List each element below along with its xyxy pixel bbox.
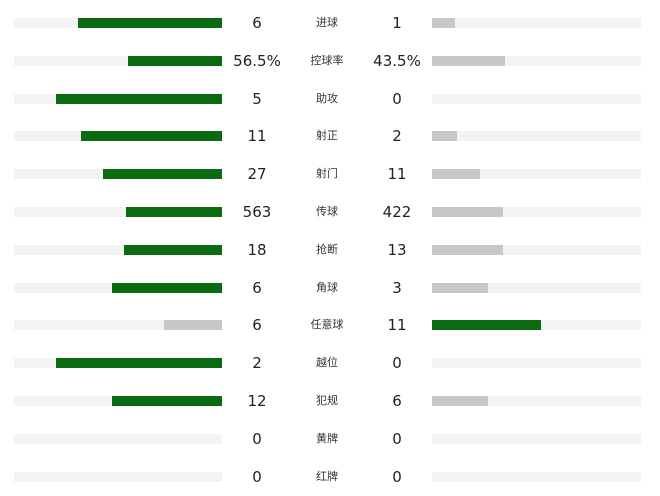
stat-row: 56.5% 控球率 43.5% xyxy=(0,51,660,71)
stat-row: 12 犯规 6 xyxy=(0,391,660,411)
stat-row: 5 助攻 0 xyxy=(0,89,660,109)
home-bar-track xyxy=(14,320,222,330)
away-bar-track xyxy=(432,207,641,217)
home-bar xyxy=(112,396,222,406)
away-value: 13 xyxy=(387,241,407,259)
away-value: 2 xyxy=(392,127,402,145)
home-value: 6 xyxy=(252,279,262,297)
away-bar xyxy=(432,320,541,330)
stat-row: 2 越位 0 xyxy=(0,353,660,373)
home-bar xyxy=(124,245,222,255)
home-bar xyxy=(103,169,222,179)
away-bar-track xyxy=(432,131,641,141)
stat-label: 越位 xyxy=(316,356,338,369)
stat-row: 563 传球 422 xyxy=(0,202,660,222)
away-value: 11 xyxy=(387,316,407,334)
away-value: 3 xyxy=(392,279,402,297)
home-value: 18 xyxy=(247,241,267,259)
home-bar-track xyxy=(14,94,222,104)
home-bar-track xyxy=(14,207,222,217)
home-bar xyxy=(164,320,222,330)
home-bar-track xyxy=(14,396,222,406)
home-value: 0 xyxy=(252,468,262,486)
stat-label: 红牌 xyxy=(316,470,338,483)
home-bar-track xyxy=(14,131,222,141)
home-value: 56.5% xyxy=(233,52,281,70)
stat-label: 射门 xyxy=(316,167,338,180)
away-value: 11 xyxy=(387,165,407,183)
home-value: 0 xyxy=(252,430,262,448)
away-bar xyxy=(432,396,488,406)
away-bar xyxy=(432,207,503,217)
away-bar xyxy=(432,18,455,28)
home-bar xyxy=(126,207,222,217)
away-bar-track xyxy=(432,94,641,104)
away-bar-track xyxy=(432,320,641,330)
home-bar-track xyxy=(14,18,222,28)
stat-label: 角球 xyxy=(316,281,338,294)
home-value: 2 xyxy=(252,354,262,372)
away-bar-track xyxy=(432,396,641,406)
stat-row: 6 任意球 11 xyxy=(0,315,660,335)
home-bar xyxy=(56,94,222,104)
stat-label: 抢断 xyxy=(316,243,338,256)
home-value: 6 xyxy=(252,316,262,334)
home-bar xyxy=(112,283,222,293)
away-bar xyxy=(432,283,488,293)
stat-label: 助攻 xyxy=(316,92,338,105)
stat-row: 11 射正 2 xyxy=(0,126,660,146)
stat-row: 0 黄牌 0 xyxy=(0,429,660,449)
home-bar-track xyxy=(14,283,222,293)
home-bar-track xyxy=(14,434,222,444)
away-value: 1 xyxy=(392,14,402,32)
home-bar xyxy=(78,18,222,28)
home-bar-track xyxy=(14,472,222,482)
away-bar-track xyxy=(432,472,641,482)
away-value: 0 xyxy=(392,430,402,448)
home-bar-track xyxy=(14,169,222,179)
home-bar xyxy=(128,56,222,66)
away-bar-track xyxy=(432,56,641,66)
stat-row: 6 进球 1 xyxy=(0,13,660,33)
away-bar-track xyxy=(432,283,641,293)
stat-row: 27 射门 11 xyxy=(0,164,660,184)
home-value: 563 xyxy=(242,203,272,221)
away-bar xyxy=(432,131,457,141)
home-value: 6 xyxy=(252,14,262,32)
stat-row: 6 角球 3 xyxy=(0,278,660,298)
stat-label: 黄牌 xyxy=(316,432,338,445)
home-value: 5 xyxy=(252,90,262,108)
away-bar xyxy=(432,245,503,255)
away-value: 422 xyxy=(382,203,412,221)
away-value: 43.5% xyxy=(373,52,421,70)
away-bar-track xyxy=(432,18,641,28)
away-value: 0 xyxy=(392,90,402,108)
away-bar xyxy=(432,56,505,66)
stat-label: 任意球 xyxy=(310,318,344,331)
away-bar-track xyxy=(432,434,641,444)
home-bar-track xyxy=(14,358,222,368)
stat-label: 传球 xyxy=(316,205,338,218)
home-value: 27 xyxy=(247,165,267,183)
away-bar-track xyxy=(432,245,641,255)
away-value: 6 xyxy=(392,392,402,410)
away-bar xyxy=(432,169,480,179)
away-bar-track xyxy=(432,358,641,368)
home-bar-track xyxy=(14,245,222,255)
away-bar-track xyxy=(432,169,641,179)
home-bar xyxy=(81,131,222,141)
home-value: 12 xyxy=(247,392,267,410)
stat-label: 控球率 xyxy=(310,54,344,67)
home-bar xyxy=(56,358,222,368)
stat-row: 18 抢断 13 xyxy=(0,240,660,260)
away-value: 0 xyxy=(392,354,402,372)
stat-label: 犯规 xyxy=(316,394,338,407)
stat-row: 0 红牌 0 xyxy=(0,467,660,487)
away-value: 0 xyxy=(392,468,402,486)
home-value: 11 xyxy=(247,127,267,145)
home-bar-track xyxy=(14,56,222,66)
stat-label: 进球 xyxy=(316,16,338,29)
stat-label: 射正 xyxy=(316,129,338,142)
